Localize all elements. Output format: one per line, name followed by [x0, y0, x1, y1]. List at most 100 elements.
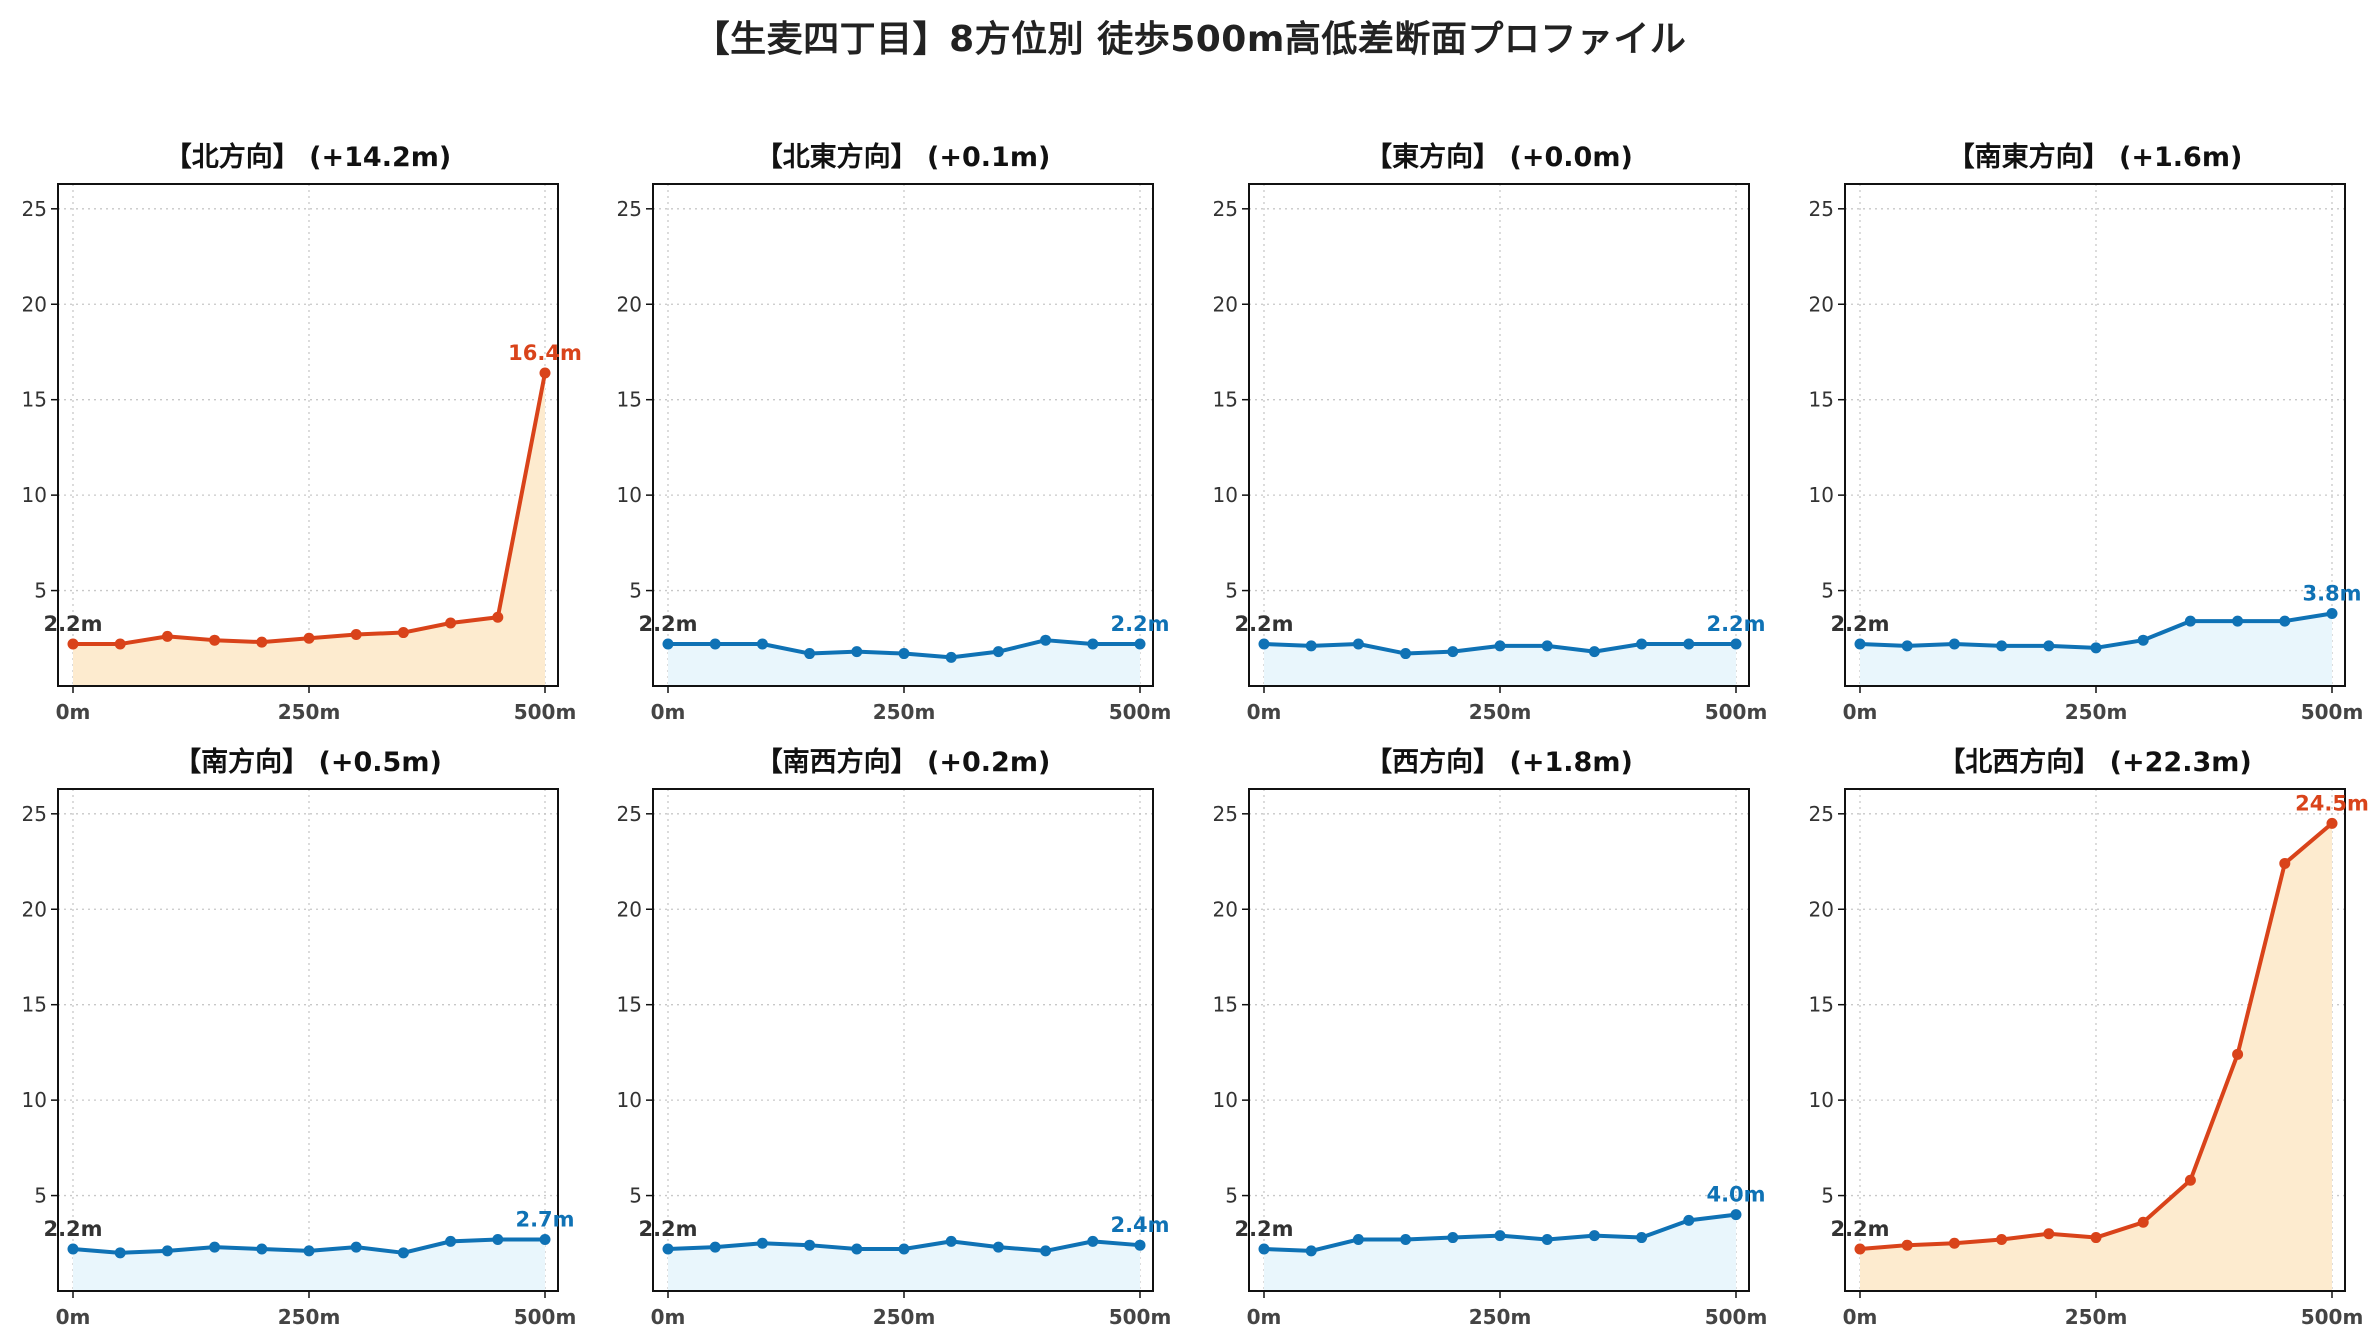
plot-frame: [57, 788, 559, 1292]
plot-frame: [57, 183, 559, 687]
data-point: [1588, 1230, 1600, 1242]
area-fill: [668, 640, 1140, 686]
data-point: [445, 1235, 457, 1247]
x-tick-label: 250m: [1469, 1305, 1532, 1329]
data-point: [851, 646, 863, 658]
data-point: [992, 1241, 1004, 1253]
data-point: [1134, 638, 1146, 650]
data-point: [2279, 615, 2291, 627]
area-fill: [1860, 823, 2332, 1291]
panel-title: 【東方向】 (+0.0m): [1365, 141, 1633, 173]
data-point: [1948, 1237, 1960, 1249]
y-tick-label: 20: [1809, 897, 1834, 921]
data-point: [2090, 642, 2102, 654]
data-point: [804, 1239, 816, 1251]
data-point: [2137, 1216, 2149, 1228]
data-point: [804, 648, 816, 660]
y-tick-label: 15: [22, 993, 47, 1017]
data-point: [1494, 640, 1506, 652]
x-tick-label: 500m: [2301, 1305, 2364, 1329]
plot-frame: [1844, 788, 2346, 1292]
y-tick-label: 15: [22, 388, 47, 412]
y-tick-label: 10: [22, 483, 47, 507]
area-fill: [1264, 644, 1736, 686]
end-elevation-label: 2.4m: [1110, 1213, 1169, 1237]
data-point: [397, 1247, 409, 1259]
end-elevation-label: 24.5m: [2295, 791, 2369, 815]
y-tick-label: 20: [1213, 897, 1238, 921]
panel-title: 【西方向】 (+1.8m): [1365, 746, 1633, 778]
data-point: [1683, 1214, 1695, 1226]
data-point: [1400, 1233, 1412, 1245]
x-tick-label: 0m: [1843, 700, 1878, 724]
data-point: [209, 634, 221, 646]
start-elevation-label: 2.2m: [638, 612, 697, 636]
data-point: [2279, 857, 2291, 869]
data-point: [1730, 638, 1742, 650]
data-point: [2090, 1232, 2102, 1244]
panel-title: 【南方向】 (+0.5m): [174, 746, 442, 778]
data-point: [2137, 634, 2149, 646]
data-point: [945, 1235, 957, 1247]
y-tick-label: 15: [1213, 388, 1238, 412]
data-point: [2232, 1048, 2244, 1060]
data-point: [1352, 638, 1364, 650]
data-point: [350, 1241, 362, 1253]
data-point: [1447, 646, 1459, 658]
x-tick-label: 500m: [1109, 700, 1172, 724]
data-point: [1854, 1243, 1866, 1255]
x-tick-label: 0m: [1247, 1305, 1282, 1329]
y-tick-label: 15: [617, 388, 642, 412]
y-tick-label: 5: [34, 579, 47, 603]
y-tick-label: 25: [617, 197, 642, 221]
data-point: [1541, 640, 1553, 652]
data-point: [397, 627, 409, 639]
y-tick-label: 25: [1213, 802, 1238, 826]
end-elevation-label: 4.0m: [1706, 1183, 1765, 1207]
x-tick-label: 500m: [514, 1305, 577, 1329]
y-tick-label: 25: [22, 802, 47, 826]
panel-title: 【北西方向】 (+22.3m): [1938, 746, 2251, 778]
area-fill: [668, 1241, 1140, 1291]
data-point: [445, 617, 457, 629]
data-point: [2232, 615, 2244, 627]
data-point: [114, 638, 126, 650]
data-point: [350, 628, 362, 640]
data-point: [709, 1241, 721, 1253]
plot-frame: [652, 788, 1154, 1292]
data-point: [898, 648, 910, 660]
end-elevation-label: 2.7m: [515, 1207, 574, 1231]
end-elevation-label: 2.2m: [1706, 612, 1765, 636]
x-tick-label: 0m: [651, 700, 686, 724]
data-point: [539, 1233, 551, 1245]
y-tick-label: 5: [34, 1184, 47, 1208]
y-tick-label: 15: [1213, 993, 1238, 1017]
y-tick-label: 25: [22, 197, 47, 221]
data-point: [1541, 1233, 1553, 1245]
y-tick-label: 5: [629, 579, 642, 603]
x-tick-label: 250m: [873, 700, 936, 724]
y-tick-label: 20: [22, 897, 47, 921]
data-point: [2043, 1228, 2055, 1240]
data-point: [1494, 1230, 1506, 1242]
data-point: [114, 1247, 126, 1259]
data-point: [1134, 1239, 1146, 1251]
area-fill: [73, 1239, 545, 1291]
data-point: [709, 638, 721, 650]
data-point: [898, 1243, 910, 1255]
y-tick-label: 20: [617, 292, 642, 316]
y-tick-label: 10: [617, 483, 642, 507]
y-tick-label: 20: [617, 897, 642, 921]
data-point: [2326, 607, 2338, 619]
y-tick-label: 25: [617, 802, 642, 826]
panel-title: 【南東方向】 (+1.6m): [1948, 141, 2243, 173]
y-tick-label: 10: [1809, 483, 1834, 507]
data-point: [1730, 1209, 1742, 1221]
data-point: [539, 367, 551, 379]
data-point: [1040, 1245, 1052, 1257]
